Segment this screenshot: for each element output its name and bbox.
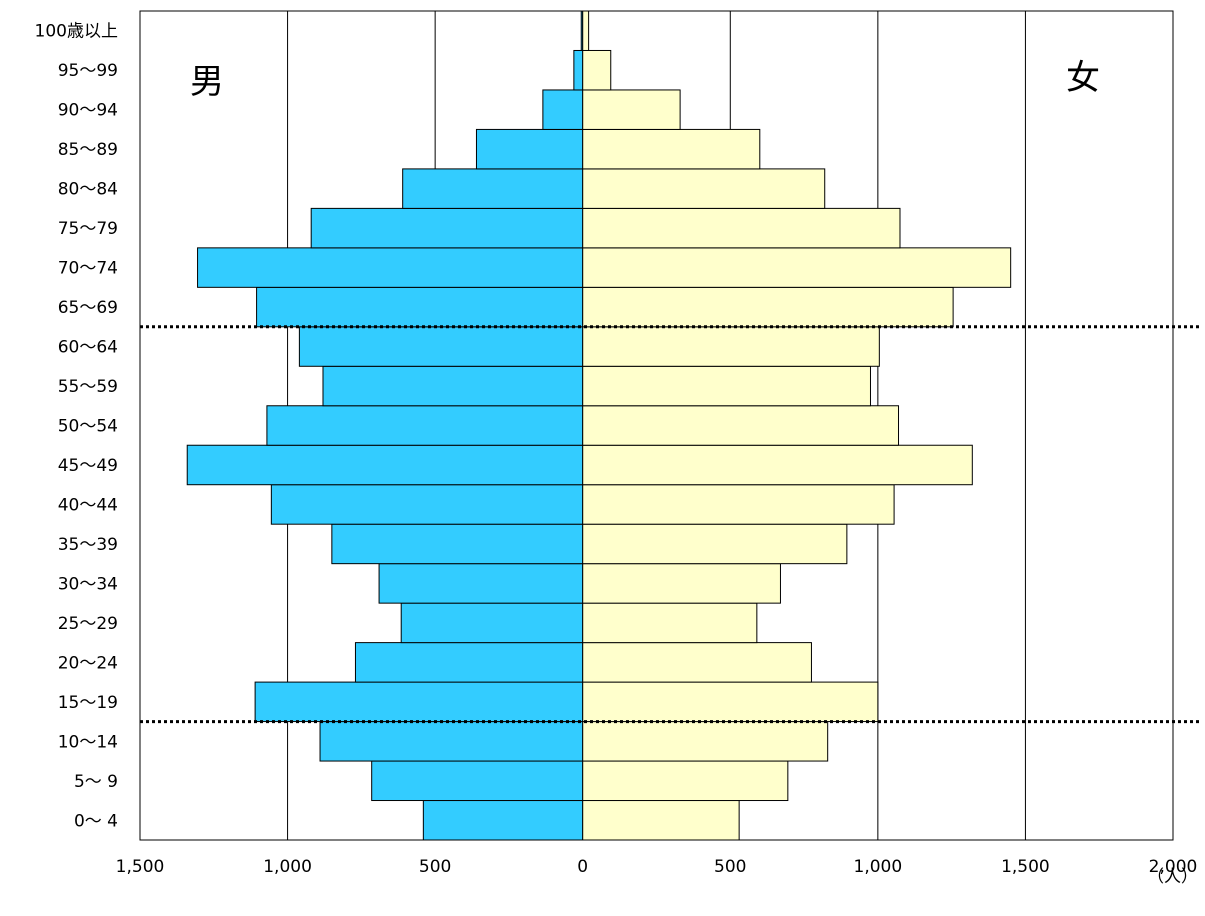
- age-tick-label: 15～19: [58, 693, 118, 713]
- female-bar: [582, 128, 761, 170]
- age-tick-label: 80～84: [58, 180, 118, 200]
- female-bar: [582, 563, 781, 604]
- x-tick-label: 500: [419, 857, 451, 877]
- age-tick-label: 40～44: [58, 495, 118, 515]
- male-bar: [331, 523, 584, 565]
- male-bar: [378, 563, 584, 604]
- age-tick-label: 50～54: [58, 417, 118, 437]
- male-bar: [475, 128, 584, 170]
- male-bar: [270, 484, 584, 525]
- female-bar: [582, 681, 879, 723]
- female-bar: [582, 365, 871, 407]
- male-bar: [186, 444, 584, 486]
- age-tick-label: 85～89: [58, 140, 118, 160]
- x-tick-label: 1,500: [1001, 857, 1050, 877]
- age-tick-label: 65～69: [58, 298, 118, 318]
- x-tick-label: 0: [577, 857, 588, 877]
- male-bar: [371, 760, 584, 802]
- female-bar: [582, 800, 740, 841]
- male-bar: [573, 49, 584, 91]
- age-tick-label: 0～ 4: [74, 811, 118, 831]
- age-tick-label: 90～94: [58, 101, 118, 121]
- male-bar: [542, 89, 584, 130]
- female-bar: [582, 168, 826, 209]
- age-tick-label: 10～14: [58, 732, 118, 752]
- male-bar: [310, 207, 584, 249]
- x-tick-label: 2,000: [1149, 857, 1198, 877]
- x-tick-label: 1,000: [263, 857, 312, 877]
- male-bar: [400, 602, 584, 644]
- male-bar: [319, 721, 584, 762]
- x-tick-label: 1,000: [854, 857, 903, 877]
- age-tick-label: 75～79: [58, 219, 118, 239]
- female-bar: [582, 523, 848, 565]
- age-tick-label: 55～59: [58, 377, 118, 397]
- male-label: 男: [190, 62, 224, 102]
- female-label: 女: [1066, 58, 1100, 98]
- x-tick-label: 1,500: [116, 857, 165, 877]
- male-bar: [322, 365, 584, 407]
- unit-label: （人）: [1147, 867, 1198, 887]
- female-bar: [582, 484, 895, 525]
- male-bar: [266, 405, 584, 446]
- female-bar: [582, 326, 880, 367]
- age-tick-label: 5～ 9: [74, 772, 118, 792]
- male-bar: [422, 800, 584, 841]
- female-bar: [582, 49, 612, 91]
- bar-layer: [186, 10, 1012, 841]
- age-tick-label: 100歳以上: [35, 22, 118, 42]
- female-bar: [582, 642, 812, 683]
- female-bar: [582, 286, 954, 328]
- age-tick-label: 20～24: [58, 653, 118, 673]
- female-bar: [582, 405, 900, 446]
- age-tick-label: 35～39: [58, 535, 118, 555]
- female-bar: [582, 721, 829, 762]
- age-tick-label: 25～29: [58, 614, 118, 634]
- female-bar: [582, 602, 758, 644]
- male-bar: [402, 168, 584, 209]
- male-bar: [254, 681, 584, 723]
- female-bar: [582, 207, 901, 249]
- male-bar: [354, 642, 584, 683]
- age-tick-label: 95～99: [58, 61, 118, 81]
- age-tick-label: 60～64: [58, 338, 118, 358]
- male-bar: [197, 247, 584, 288]
- female-bar: [582, 89, 681, 130]
- female-bar: [582, 444, 973, 486]
- male-bar: [256, 286, 584, 328]
- reference-line-layer: [140, 325, 1200, 724]
- age-tick-label: 30～34: [58, 574, 118, 594]
- male-bar: [298, 326, 584, 367]
- label-layer: 0～ 4 5～ 9 10～14 15～19 20～24 25～29 30～34 35～39 40…: [35, 22, 1198, 877]
- age-tick-label: 70～74: [58, 259, 118, 279]
- female-bar: [582, 760, 789, 802]
- x-tick-label: 500: [714, 857, 746, 877]
- age-tick-label: 45～49: [58, 456, 118, 476]
- female-bar: [582, 247, 1012, 288]
- female-bar: [582, 10, 590, 51]
